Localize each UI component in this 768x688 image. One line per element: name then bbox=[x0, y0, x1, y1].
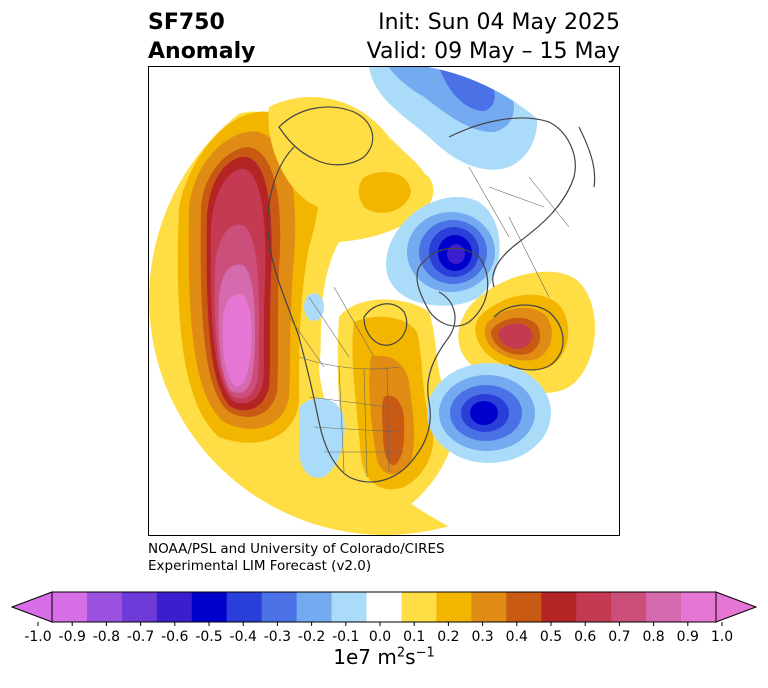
colorbar-tick-label: -0.9 bbox=[59, 629, 86, 644]
ridge-europe-05 bbox=[498, 323, 533, 349]
colorbar-tick-label: 0.5 bbox=[540, 629, 562, 644]
border-canada-provinces bbox=[288, 286, 375, 368]
colorbar-segment bbox=[506, 592, 542, 622]
colorbar-label-exp1: 2 bbox=[396, 645, 406, 661]
colorbar-tick-label: -0.4 bbox=[230, 629, 257, 644]
colorbar-tick-label: -0.6 bbox=[161, 629, 188, 644]
colorbar-segment bbox=[296, 592, 333, 622]
political-borders bbox=[288, 166, 570, 478]
credit-line1: NOAA/PSL and University of Colorado/CIRE… bbox=[148, 541, 445, 557]
trough-gulf-alaska bbox=[304, 293, 324, 321]
colorbar-tick-label: -0.8 bbox=[93, 629, 120, 644]
colorbar-segment bbox=[156, 592, 193, 622]
trough-arctic-06 bbox=[447, 244, 465, 264]
colorbar-ticks: -1.0 -0.9 -0.8 -0.7 -0.6 -0.5 -0.4 -0.3 -0.2 -0.1… bbox=[24, 622, 733, 644]
colorbar-tick-label: -0.7 bbox=[127, 629, 154, 644]
colorbar-tick-label: 0.3 bbox=[471, 629, 493, 644]
border-us-canada bbox=[298, 356, 400, 370]
coastlines bbox=[267, 106, 596, 483]
trough-southwest-us bbox=[298, 398, 345, 478]
colorbar-tick-label: 0.8 bbox=[642, 629, 664, 644]
colorbar-tick-label: -0.1 bbox=[332, 629, 359, 644]
colorbar-segment bbox=[86, 592, 123, 622]
coastline-europe bbox=[493, 304, 564, 371]
colorbar: -1.0 -0.9 -0.8 -0.7 -0.6 -0.5 -0.4 -0.3 -0.2 -0.1… bbox=[10, 591, 758, 644]
credit: NOAA/PSL and University of Colorado/CIRE… bbox=[148, 541, 445, 575]
colorbar-tick-label: 0.0 bbox=[369, 629, 391, 644]
coastline-greenland bbox=[416, 247, 489, 327]
colorbar-segment bbox=[121, 592, 158, 622]
anomaly-map bbox=[149, 67, 619, 535]
colorbar-tick-label: -0.2 bbox=[298, 629, 325, 644]
valid-range: Valid: 09 May – 15 May bbox=[366, 39, 620, 64]
colorbar-extend-low bbox=[10, 591, 53, 623]
colorbar-segment bbox=[331, 592, 368, 622]
map-panel bbox=[148, 66, 620, 536]
colorbar-label-base: 1e7 m bbox=[333, 645, 397, 669]
coastline-japan bbox=[578, 126, 596, 188]
colorbar-tick-label: 0.9 bbox=[677, 629, 699, 644]
coastline-asia bbox=[448, 117, 576, 288]
colorbar-tick-label: 0.6 bbox=[574, 629, 596, 644]
colorbar-segment bbox=[401, 592, 437, 622]
colorbar-segment bbox=[261, 592, 298, 622]
colorbar-segment bbox=[226, 592, 263, 622]
coastline-hudson-bay bbox=[363, 303, 408, 346]
border-europe-asia bbox=[468, 166, 570, 298]
colorbar-label: 1e7 m2s−1 bbox=[0, 645, 768, 669]
colorbar-segment bbox=[366, 592, 402, 622]
colorbar-segment bbox=[436, 592, 472, 622]
colorbar-tick-label: 1.0 bbox=[711, 629, 733, 644]
field-title: Anomaly bbox=[148, 39, 256, 64]
colorbar-segment bbox=[52, 592, 88, 622]
colorbar-segment bbox=[646, 592, 682, 622]
border-us-states-2 bbox=[338, 366, 390, 478]
colorbar-segment bbox=[191, 592, 228, 622]
credit-line2: Experimental LIM Forecast (v2.0) bbox=[148, 558, 372, 574]
colorbar-tick-label: 0.1 bbox=[403, 629, 425, 644]
colorbar-extend-high bbox=[715, 591, 758, 623]
ridge-arctic-band-02 bbox=[358, 172, 411, 213]
colorbar-segment bbox=[471, 592, 507, 622]
colorbar-segment bbox=[681, 592, 717, 622]
colorbar-frame bbox=[51, 591, 717, 623]
colorbar-tick-label: 0.4 bbox=[506, 629, 528, 644]
title-right: Init: Sun 04 May 2025 Valid: 09 May – 15… bbox=[367, 8, 620, 66]
colorbar-tick-label: 0.2 bbox=[437, 629, 459, 644]
colorbar-segment bbox=[576, 592, 612, 622]
colorbar-segment bbox=[611, 592, 647, 622]
anomaly-field bbox=[149, 67, 596, 535]
ridge-america-04 bbox=[382, 395, 405, 466]
title-left: SF750 Anomaly bbox=[148, 8, 255, 66]
coastline-north-america-west bbox=[267, 146, 350, 478]
colorbar-segment bbox=[541, 592, 577, 622]
variable-title: SF750 bbox=[148, 10, 225, 35]
trough-atlantic-05 bbox=[470, 401, 498, 425]
coastline-alaska bbox=[278, 106, 374, 166]
colorbar-tick-label: 0.7 bbox=[608, 629, 630, 644]
init-date: Init: Sun 04 May 2025 bbox=[378, 10, 620, 35]
colorbar-tick-label: -0.3 bbox=[264, 629, 291, 644]
map-mask bbox=[149, 67, 619, 535]
ridge-pacific-09 bbox=[222, 294, 252, 387]
colorbar-segments bbox=[10, 591, 758, 623]
colorbar-tick-label: -1.0 bbox=[24, 629, 51, 644]
colorbar-tick-label: -0.5 bbox=[195, 629, 222, 644]
border-us-states-1 bbox=[308, 396, 404, 453]
colorbar-label-exp2: −1 bbox=[415, 645, 435, 661]
colorbar-label-s: s bbox=[405, 645, 416, 669]
